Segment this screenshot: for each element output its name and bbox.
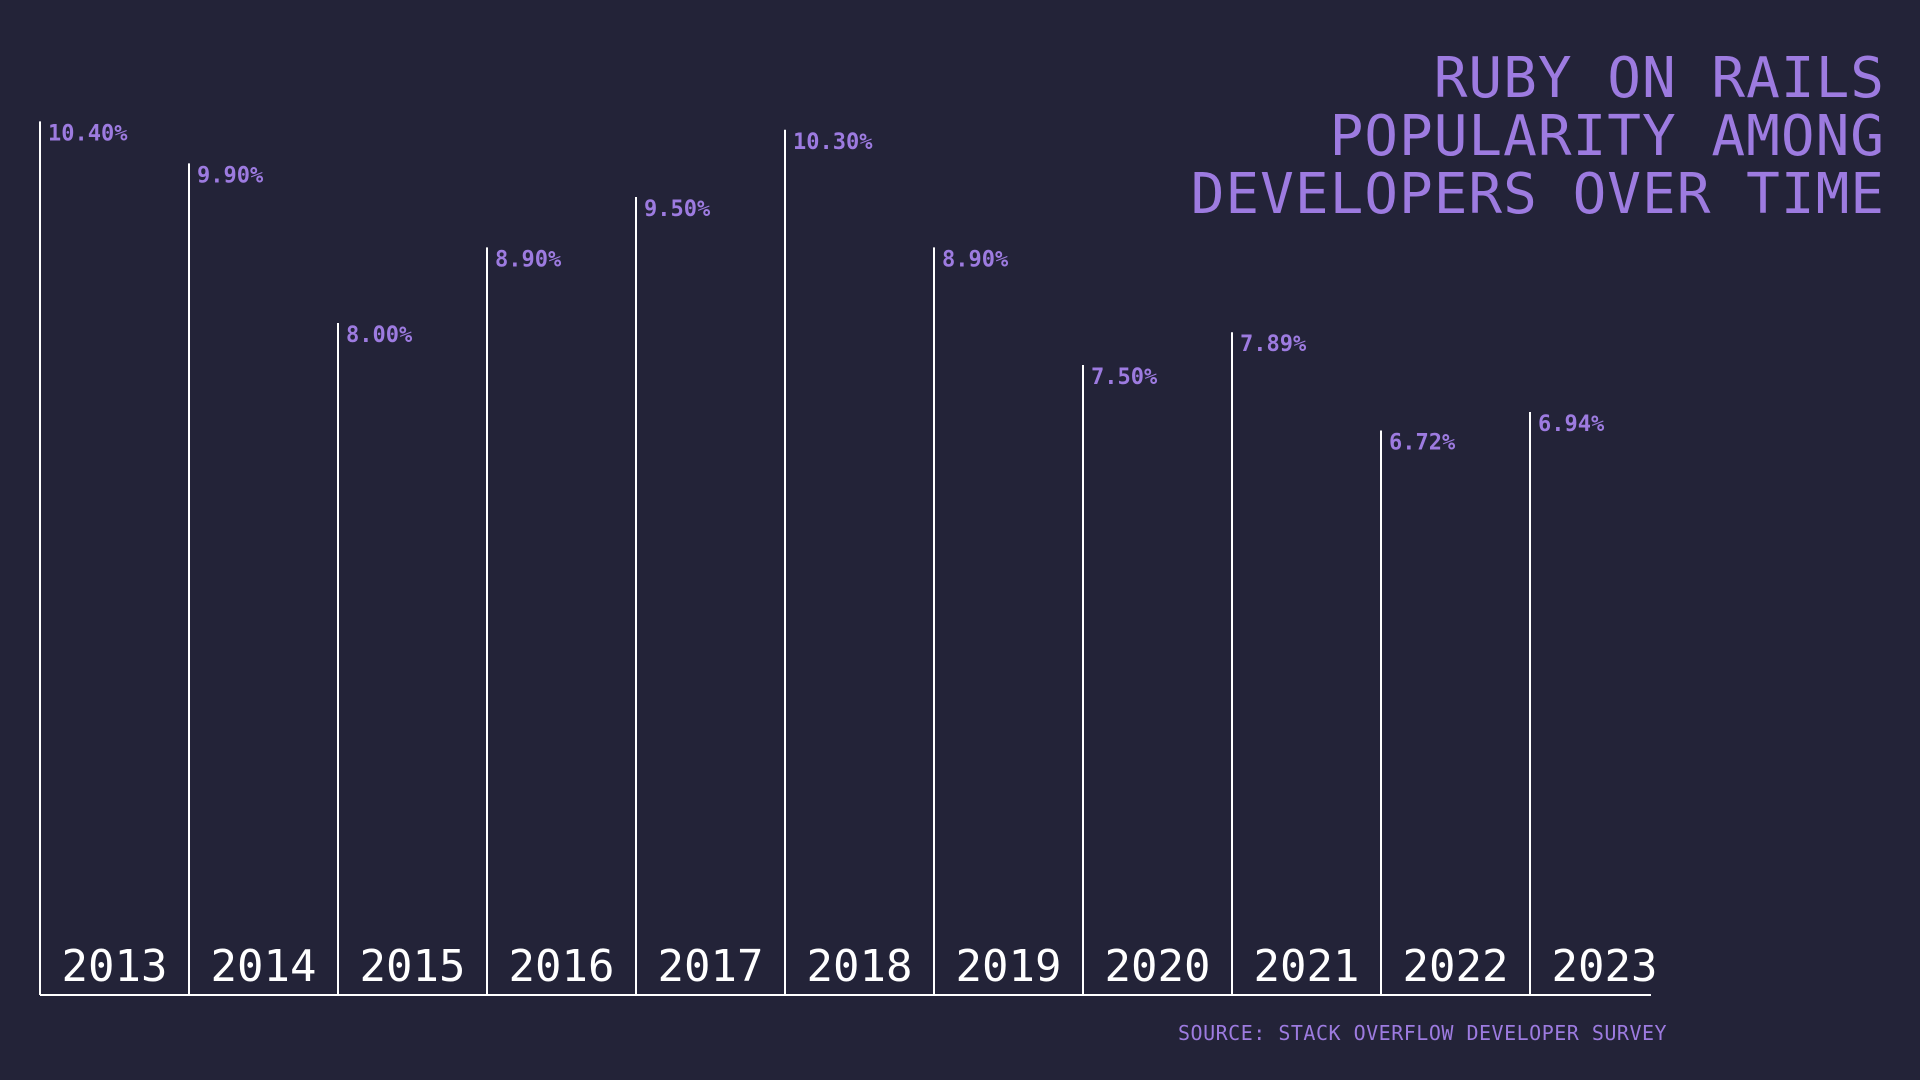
- year-label-2022: 2022: [1403, 941, 1509, 992]
- year-label-2020: 2020: [1105, 941, 1211, 992]
- year-label-2014: 2014: [211, 941, 317, 992]
- value-label-2016: 8.90%: [495, 247, 562, 272]
- year-label-2017: 2017: [658, 941, 764, 992]
- year-label-2019: 2019: [956, 941, 1062, 992]
- year-label-2015: 2015: [360, 941, 466, 992]
- value-label-2018: 10.30%: [793, 130, 873, 155]
- year-label-2023: 2023: [1552, 941, 1658, 992]
- value-label-2013: 10.40%: [48, 121, 128, 146]
- year-label-2018: 2018: [807, 941, 913, 992]
- value-label-2023: 6.94%: [1538, 412, 1605, 437]
- value-label-2021: 7.89%: [1240, 332, 1307, 357]
- value-label-2014: 9.90%: [197, 163, 264, 188]
- value-label-2015: 8.00%: [346, 323, 413, 348]
- chart-title: RUBY ON RAILS POPULARITY AMONG DEVELOPER…: [1190, 46, 1885, 227]
- value-label-2019: 8.90%: [942, 247, 1009, 272]
- year-label-2016: 2016: [509, 941, 615, 992]
- source-note: SOURCE: STACK OVERFLOW DEVELOPER SURVEY: [1178, 1021, 1668, 1045]
- value-label-2017: 9.50%: [644, 197, 711, 222]
- year-label-2013: 2013: [62, 941, 168, 992]
- value-label-2020: 7.50%: [1091, 365, 1158, 390]
- year-label-2021: 2021: [1254, 941, 1360, 992]
- value-label-2022: 6.72%: [1389, 431, 1456, 456]
